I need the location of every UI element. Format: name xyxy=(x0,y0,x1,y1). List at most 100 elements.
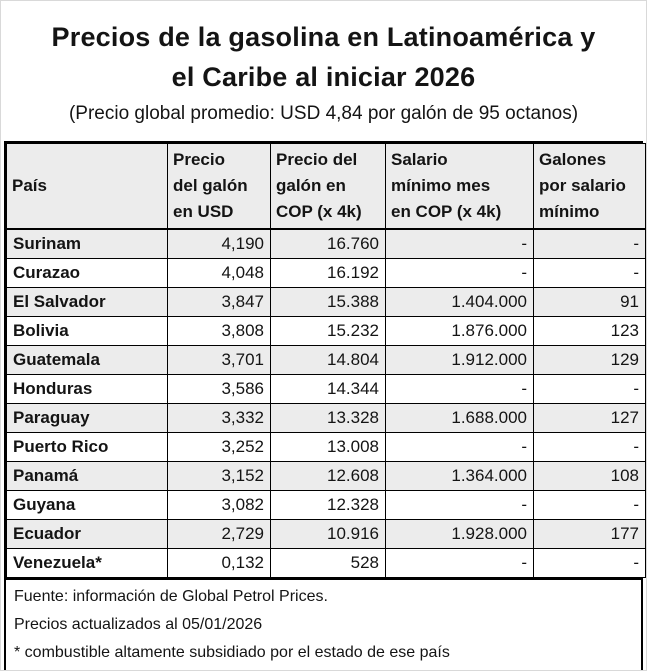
cell-precio-usd: 3,808 xyxy=(167,316,271,346)
table-row: Bolivia 3,808 15.232 1.876.000 123 xyxy=(6,316,646,346)
cell-precio-cop: 528 xyxy=(270,548,386,578)
column-header-precio-cop-line3: COP (x 4k) xyxy=(276,202,362,221)
cell-precio-cop: 13.328 xyxy=(270,403,386,433)
column-header-precio-cop-line2: galón en xyxy=(276,176,346,195)
cell-precio-cop: 14.344 xyxy=(270,374,386,404)
cell-precio-cop: 16.760 xyxy=(270,228,386,259)
column-header-salario-line2: mínimo mes xyxy=(391,176,491,195)
page-title-line-2: el Caribe al iniciar 2026 xyxy=(171,62,476,92)
column-header-salario-line3: en COP (x 4k) xyxy=(391,202,502,221)
table-row: Guyana 3,082 12.328- - xyxy=(6,490,646,520)
table-row: Panamá 3,152 12.608 1.364.000 108 xyxy=(6,461,646,491)
subsidy-note-line: * combustible altamente subsidiado por e… xyxy=(14,644,450,661)
column-header-salario-line1: Salario xyxy=(391,150,448,169)
cell-galones: - xyxy=(533,374,646,404)
cell-pais: Puerto Rico xyxy=(6,432,168,462)
cell-precio-cop: 10.916 xyxy=(270,519,386,549)
cell-galones: 177 xyxy=(533,519,646,549)
column-header-precio-usd-line3: en USD xyxy=(173,202,234,221)
cell-precio-usd: 3,082 xyxy=(167,490,271,520)
cell-precio-cop: 15.232 xyxy=(270,316,386,346)
table-row: Honduras 3,586 14.344- - xyxy=(6,374,646,404)
column-header-pais-label: País xyxy=(12,176,47,195)
column-header-precio-cop-line1: Precio del xyxy=(276,150,358,169)
cell-galones: 123 xyxy=(533,316,646,346)
cell-salario-minimo: - xyxy=(385,548,534,578)
table-body: Surinam 4,190 16.760- - Curazao 4,048 16.192- -… xyxy=(6,228,646,578)
column-header-precio-usd-line2: del galón xyxy=(173,176,248,195)
column-header-galones-line2: por salario xyxy=(539,176,626,195)
cell-precio-cop: 12.608 xyxy=(270,461,386,491)
cell-salario-minimo: 1.876.000 xyxy=(385,316,534,346)
cell-galones: 127 xyxy=(533,403,646,433)
cell-salario-minimo: - xyxy=(385,228,534,259)
cell-precio-usd: 3,586 xyxy=(167,374,271,404)
table-row: Venezuela* 0,132 528- - xyxy=(6,548,646,578)
source-line: Fuente: información de Global Petrol Pri… xyxy=(14,588,328,605)
table-header-row: País Precio del galón en USD Precio del … xyxy=(6,143,646,230)
cell-galones: - xyxy=(533,258,646,288)
cell-precio-usd: 3,847 xyxy=(167,287,271,317)
cell-galones: 129 xyxy=(533,345,646,375)
column-header-precio-usd-line1: Precio xyxy=(173,150,225,169)
table-row: Surinam 4,190 16.760- - xyxy=(6,228,646,259)
cell-precio-cop: 14.804 xyxy=(270,345,386,375)
cell-pais: Honduras xyxy=(6,374,168,404)
cell-salario-minimo: - xyxy=(385,432,534,462)
column-header-precio-cop: Precio del galón en COP (x 4k) xyxy=(270,143,386,230)
cell-galones: - xyxy=(533,548,646,578)
cell-precio-usd: 3,252 xyxy=(167,432,271,462)
cell-salario-minimo: 1.364.000 xyxy=(385,461,534,491)
page-title: Precios de la gasolina en Latinoamérica … xyxy=(1,1,646,97)
updated-date-line: Precios actualizados al 05/01/2026 xyxy=(14,616,263,633)
cell-salario-minimo: 1.928.000 xyxy=(385,519,534,549)
page-subtitle: (Precio global promedio: USD 4,84 por ga… xyxy=(68,103,579,124)
cell-precio-cop: 16.192 xyxy=(270,258,386,288)
table-row: Curazao 4,048 16.192- - xyxy=(6,258,646,288)
cell-precio-usd: 4,048 xyxy=(167,258,271,288)
cell-precio-usd: 0,132 xyxy=(167,548,271,578)
table-row: Paraguay 3,332 13.328 1.688.000 127 xyxy=(6,403,646,433)
cell-salario-minimo: 1.688.000 xyxy=(385,403,534,433)
column-header-galones: Galones por salario mínimo xyxy=(533,143,646,230)
cell-pais: Guyana xyxy=(6,490,168,520)
table-row: Ecuador 2,729 10.916 1.928.000 177 xyxy=(6,519,646,549)
column-header-precio-usd: Precio del galón en USD xyxy=(167,143,271,230)
source-notes: Fuente: información de Global Petrol Pri… xyxy=(6,578,641,670)
cell-precio-usd: 2,729 xyxy=(167,519,271,549)
cell-precio-usd: 4,190 xyxy=(167,228,271,259)
cell-salario-minimo: 1.404.000 xyxy=(385,287,534,317)
column-header-pais: País xyxy=(6,143,168,230)
page-title-line-1: Precios de la gasolina en Latinoamérica … xyxy=(51,22,596,52)
cell-salario-minimo: - xyxy=(385,374,534,404)
cell-precio-usd: 3,332 xyxy=(167,403,271,433)
cell-pais: Bolivia xyxy=(6,316,168,346)
cell-salario-minimo: - xyxy=(385,258,534,288)
cell-galones: 108 xyxy=(533,461,646,491)
cell-pais: Guatemala xyxy=(6,345,168,375)
cell-pais: Venezuela* xyxy=(6,548,168,578)
cell-pais: El Salvador xyxy=(6,287,168,317)
cell-galones: 91 xyxy=(533,287,646,317)
cell-precio-cop: 13.008 xyxy=(270,432,386,462)
cell-precio-cop: 12.328 xyxy=(270,490,386,520)
cell-galones: - xyxy=(533,228,646,259)
table-row: Puerto Rico 3,252 13.008- - xyxy=(6,432,646,462)
column-header-salario-minimo: Salario mínimo mes en COP (x 4k) xyxy=(385,143,534,230)
gas-price-table-box: País Precio del galón en USD Precio del … xyxy=(4,141,646,670)
table-header: País Precio del galón en USD Precio del … xyxy=(6,143,646,230)
cell-precio-usd: 3,152 xyxy=(167,461,271,491)
table-row: El Salvador 3,847 15.388 1.404.000 91 xyxy=(6,287,646,317)
cell-salario-minimo: - xyxy=(385,490,534,520)
cell-pais: Curazao xyxy=(6,258,168,288)
gas-price-table: País Precio del galón en USD Precio del … xyxy=(6,143,646,578)
column-header-galones-line3: mínimo xyxy=(539,202,600,221)
column-header-galones-line1: Galones xyxy=(539,150,607,169)
cell-precio-usd: 3,701 xyxy=(167,345,271,375)
cell-galones: - xyxy=(533,490,646,520)
cell-precio-cop: 15.388 xyxy=(270,287,386,317)
cell-pais: Ecuador xyxy=(6,519,168,549)
cell-pais: Surinam xyxy=(6,228,168,259)
cell-galones: - xyxy=(533,432,646,462)
